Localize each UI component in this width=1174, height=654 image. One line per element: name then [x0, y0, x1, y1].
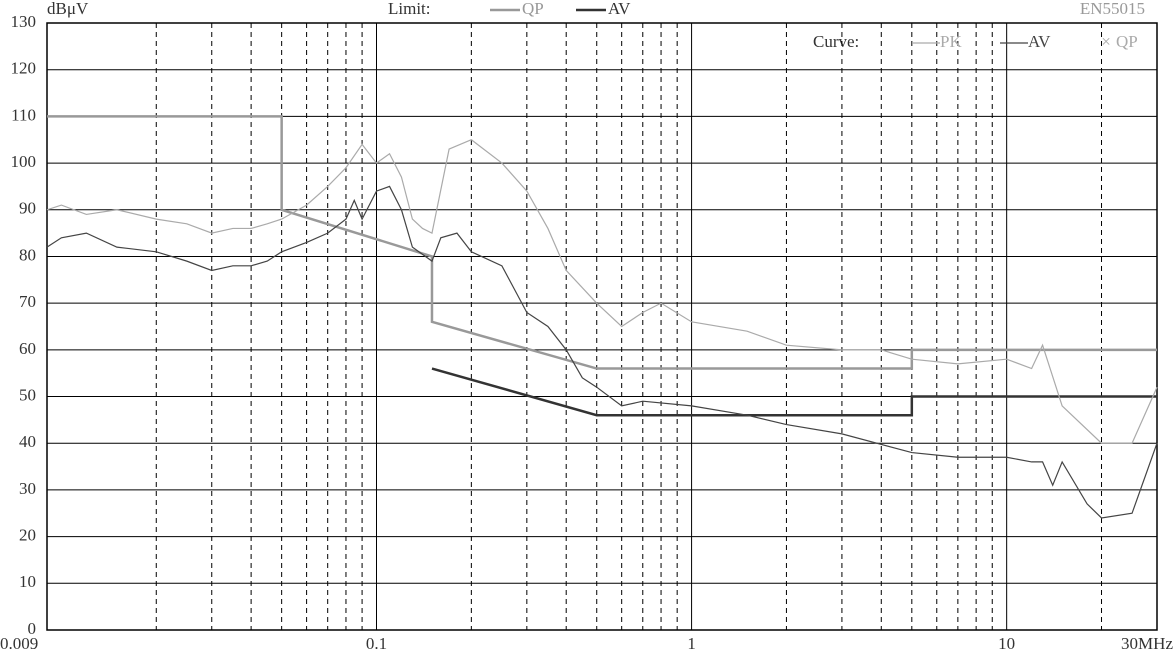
standard-label: EN55015 [1080, 0, 1145, 18]
y-tick-label: 0 [28, 619, 37, 638]
x-tick-label: 10 [998, 634, 1015, 653]
y-tick-label: 80 [19, 245, 36, 264]
limit-line [431, 367, 1157, 417]
legend-label: QP [522, 0, 544, 18]
y-tick-label: 60 [19, 339, 36, 358]
limit-legend-title: Limit: [388, 0, 431, 18]
curve-line [46, 139, 1158, 444]
y-tick-label: 20 [19, 526, 36, 545]
x-tick-label: 1 [687, 634, 696, 653]
y-tick-label: 30 [19, 479, 36, 498]
curve-line [46, 185, 1158, 519]
y-tick-label: 130 [11, 12, 37, 31]
y-tick-label: 120 [11, 59, 37, 78]
plot-frame [46, 22, 1158, 631]
legend-label: AV [1028, 32, 1051, 51]
limit-line [47, 115, 1157, 370]
legend-marker: × [1101, 32, 1111, 51]
legend-label: AV [608, 0, 631, 18]
x-tick-label: 30MHz [1121, 634, 1173, 653]
y-tick-label: 10 [19, 572, 36, 591]
curve-legend-title: Curve: [813, 32, 859, 51]
y-tick-label: 70 [19, 292, 36, 311]
legend-label: QP [1116, 32, 1138, 51]
y-tick-label: 90 [19, 199, 36, 218]
y-tick-label: 40 [19, 432, 36, 451]
y-tick-label: 110 [11, 105, 36, 124]
x-tick-label: 0.009 [0, 634, 38, 653]
legend-label: PK [940, 32, 962, 51]
x-tick-label: 0.1 [366, 634, 387, 653]
y-tick-label: 100 [11, 152, 37, 171]
y-axis-label: dBμV [47, 0, 89, 18]
y-tick-label: 50 [19, 385, 36, 404]
